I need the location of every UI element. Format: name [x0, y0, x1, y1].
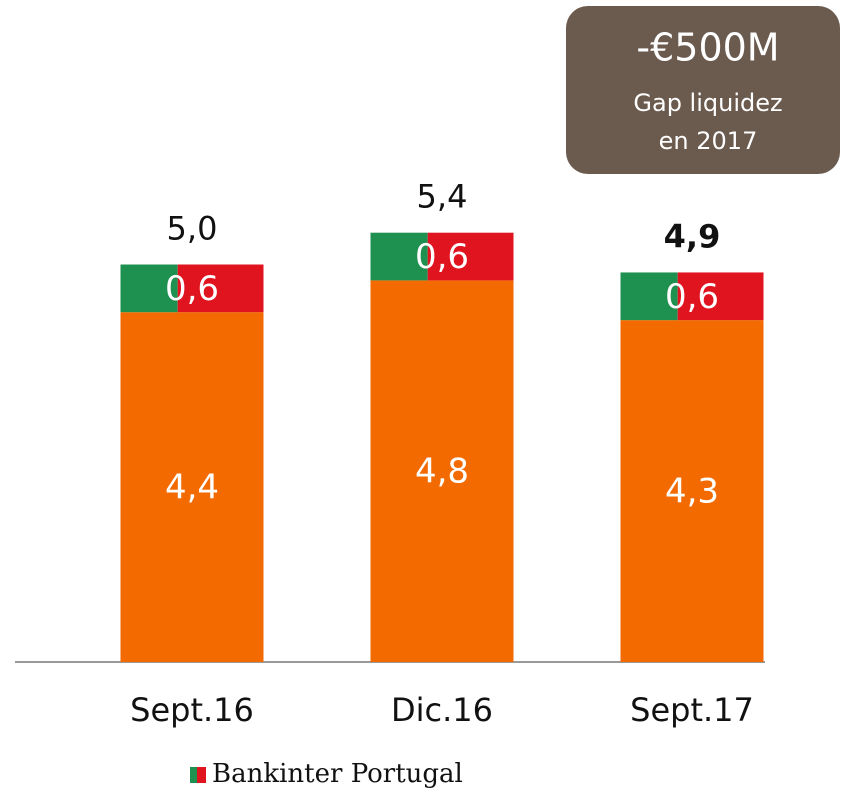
- bar-segment: [370, 232, 514, 281]
- annotation-box: [566, 6, 840, 174]
- x-tick-label: Sept.17: [630, 691, 754, 729]
- value-label: 0,6: [665, 277, 719, 317]
- legend-swatch: [190, 767, 197, 783]
- value-label: 4,3: [665, 472, 719, 512]
- total-label: 4,9: [664, 217, 721, 255]
- x-tick-label: Dic.16: [391, 691, 493, 729]
- value-label: 4,8: [415, 452, 469, 492]
- value-label: 0,6: [165, 269, 219, 309]
- total-label: 5,4: [417, 178, 468, 216]
- legend-label: Bankinter Portugal: [212, 759, 463, 789]
- bar-segment: [120, 264, 264, 313]
- x-tick-label: Sept.16: [130, 691, 254, 729]
- total-label: 5,0: [167, 210, 218, 248]
- bar-part: [620, 272, 678, 321]
- bar-segment: [620, 272, 764, 321]
- annotation-line: en 2017: [659, 127, 758, 155]
- annotation-line: Gap liquidez: [633, 89, 782, 117]
- bar-part: [370, 232, 428, 281]
- legend-swatch: [197, 767, 206, 783]
- bar-part: [427, 232, 514, 281]
- bar-part: [677, 272, 764, 321]
- bar-part: [120, 264, 178, 313]
- value-label: 0,6: [415, 237, 469, 277]
- value-label: 4,4: [165, 468, 219, 508]
- bar-segment: [370, 280, 514, 662]
- annotation-headline: -€500M: [636, 26, 779, 70]
- bar-segment: [120, 312, 264, 662]
- bar-part: [177, 264, 264, 313]
- bar-segment: [620, 320, 764, 662]
